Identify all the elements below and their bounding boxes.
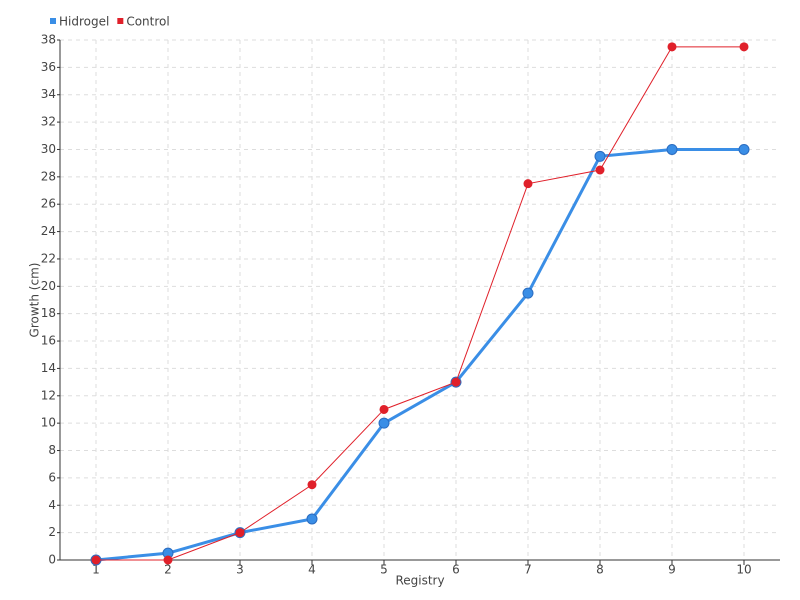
x-tick-label: 8 [596, 563, 604, 577]
y-tick-label: 18 [41, 306, 56, 320]
legend-swatch [50, 18, 56, 24]
y-tick-label: 10 [41, 416, 56, 430]
y-tick-label: 14 [41, 361, 56, 375]
x-tick-label: 2 [164, 563, 172, 577]
x-axis-label: Registry [395, 574, 444, 588]
x-tick-label: 1 [92, 563, 100, 577]
y-tick-label: 16 [41, 334, 56, 348]
y-tick-label: 34 [41, 87, 56, 101]
x-tick-label: 5 [380, 563, 388, 577]
data-point [738, 143, 750, 155]
x-tick-label: 9 [668, 563, 676, 577]
data-point [522, 287, 534, 299]
y-axis-label: Growth (cm) [28, 263, 42, 338]
data-point [378, 417, 390, 429]
y-tick-label: 12 [41, 388, 56, 402]
y-tick-label: 26 [41, 197, 56, 211]
y-tick-label: 36 [41, 60, 56, 74]
data-point [306, 513, 318, 525]
y-tick-label: 30 [41, 142, 56, 156]
data-point [666, 143, 678, 155]
data-point [235, 528, 245, 538]
x-tick-label: 7 [524, 563, 532, 577]
y-tick-label: 28 [41, 169, 56, 183]
y-tick-label: 20 [41, 279, 56, 293]
legend-swatch [117, 18, 124, 24]
y-tick-label: 2 [48, 525, 56, 539]
data-point [595, 165, 605, 175]
y-tick-label: 32 [41, 115, 56, 129]
series-line [96, 46, 744, 561]
x-tick-label: 6 [452, 563, 460, 577]
data-point [163, 555, 173, 565]
y-tick-label: 22 [41, 251, 56, 265]
data-point [451, 377, 461, 387]
y-tick-label: 38 [41, 33, 56, 47]
data-point [667, 42, 677, 52]
data-point [739, 42, 749, 52]
data-point [91, 555, 101, 565]
y-tick-label: 6 [48, 470, 56, 484]
data-point [307, 480, 317, 490]
series-line [95, 147, 744, 562]
y-tick-label: 24 [41, 224, 56, 238]
x-tick-label: 4 [308, 563, 316, 577]
x-tick-label: 3 [236, 563, 244, 577]
y-tick-label: 0 [48, 553, 56, 567]
legend-label: Control [126, 15, 169, 29]
x-tick-label: 10 [736, 563, 751, 577]
y-tick-label: 8 [48, 443, 56, 457]
data-point [379, 404, 389, 414]
data-point [594, 150, 606, 162]
data-point [523, 179, 533, 189]
legend-label: Hidrogel [59, 15, 109, 29]
y-tick-label: 4 [48, 498, 56, 512]
